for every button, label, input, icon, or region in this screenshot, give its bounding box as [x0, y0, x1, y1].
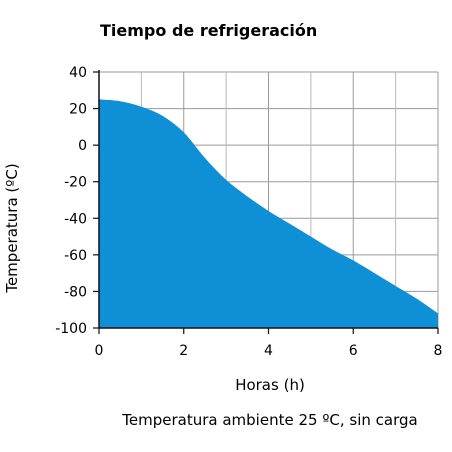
y-tick-label: -20 — [64, 175, 87, 191]
x-tick-label: 8 — [434, 343, 443, 359]
x-tick-labels: 0 2 4 6 8 — [95, 343, 443, 359]
x-tick-label: 2 — [179, 343, 188, 359]
y-axis-label: Temperatura (ºC) — [3, 163, 21, 293]
y-tick-label: -60 — [64, 248, 87, 264]
temperature-area — [99, 99, 438, 328]
x-tick-label: 6 — [349, 343, 358, 359]
y-tick-label: -80 — [64, 284, 87, 300]
y-tick-label: 40 — [69, 65, 87, 81]
y-tick-labels: 40 20 0 -20 -40 -60 -80 -100 — [55, 65, 87, 337]
x-axis-label: Horas (h) — [235, 376, 305, 394]
chart-footnote: Temperatura ambiente 25 ºC, sin carga — [121, 411, 417, 429]
plot-axes — [93, 70, 439, 334]
chart-title: Tiempo de refrigeración — [100, 21, 317, 40]
y-tick-label: -40 — [64, 211, 87, 227]
x-tick-label: 0 — [95, 343, 104, 359]
y-tick-label: -100 — [55, 321, 87, 337]
x-tick-label: 4 — [264, 343, 273, 359]
y-tick-label: 0 — [78, 138, 87, 154]
y-tick-label: 20 — [69, 102, 87, 118]
